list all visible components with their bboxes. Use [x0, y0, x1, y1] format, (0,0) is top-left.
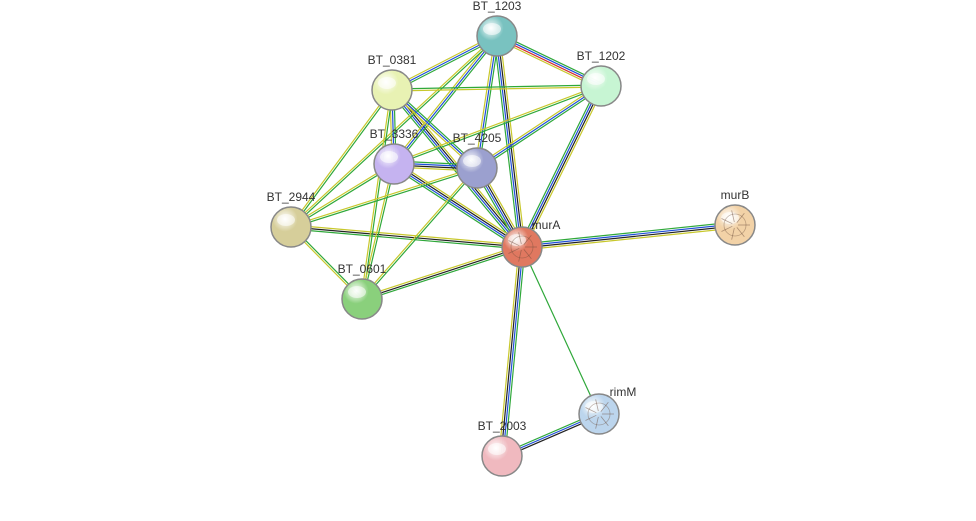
node-label: BT_0601 [338, 262, 387, 276]
node-BT_2944[interactable]: BT_2944 [267, 190, 316, 247]
edge-BT_0381-BT_1202 [392, 87, 601, 91]
node-rimM[interactable]: rimM [579, 385, 636, 434]
node-BT_1202[interactable]: BT_1202 [577, 49, 626, 106]
network-diagram: BT_1203 BT_0381 BT_1202 BT_3336 BT_4205 BT_29… [0, 0, 976, 521]
node-label: BT_2944 [267, 190, 316, 204]
node-label: BT_0381 [368, 53, 417, 67]
node-BT_3336[interactable]: BT_3336 [370, 127, 419, 184]
node-BT_0601[interactable]: BT_0601 [338, 262, 387, 319]
node-label: BT_1203 [473, 0, 522, 13]
node-label: BT_2003 [478, 419, 527, 433]
edge-BT_0381-BT_1202 [392, 85, 601, 89]
node-label: rimM [610, 385, 637, 399]
edge-murA-BT_2944 [291, 229, 522, 249]
edge-murA-BT_1203 [498, 36, 523, 247]
node-label: murB [721, 188, 750, 202]
node-murB[interactable]: murB [715, 188, 755, 245]
node-label: murA [532, 218, 561, 232]
edge-murA-BT_0601 [363, 249, 523, 301]
node-BT_2003[interactable]: BT_2003 [478, 419, 527, 476]
node-label: BT_1202 [577, 49, 626, 63]
nodes-layer: BT_1203 BT_0381 BT_1202 BT_3336 BT_4205 BT_29… [267, 0, 755, 476]
node-label: BT_3336 [370, 127, 419, 141]
edge-murA-rimM [522, 247, 599, 414]
edge-murA-BT_2944 [291, 227, 522, 247]
node-BT_0381[interactable]: BT_0381 [368, 53, 417, 110]
node-BT_4205[interactable]: BT_4205 [453, 131, 502, 188]
node-label: BT_4205 [453, 131, 502, 145]
